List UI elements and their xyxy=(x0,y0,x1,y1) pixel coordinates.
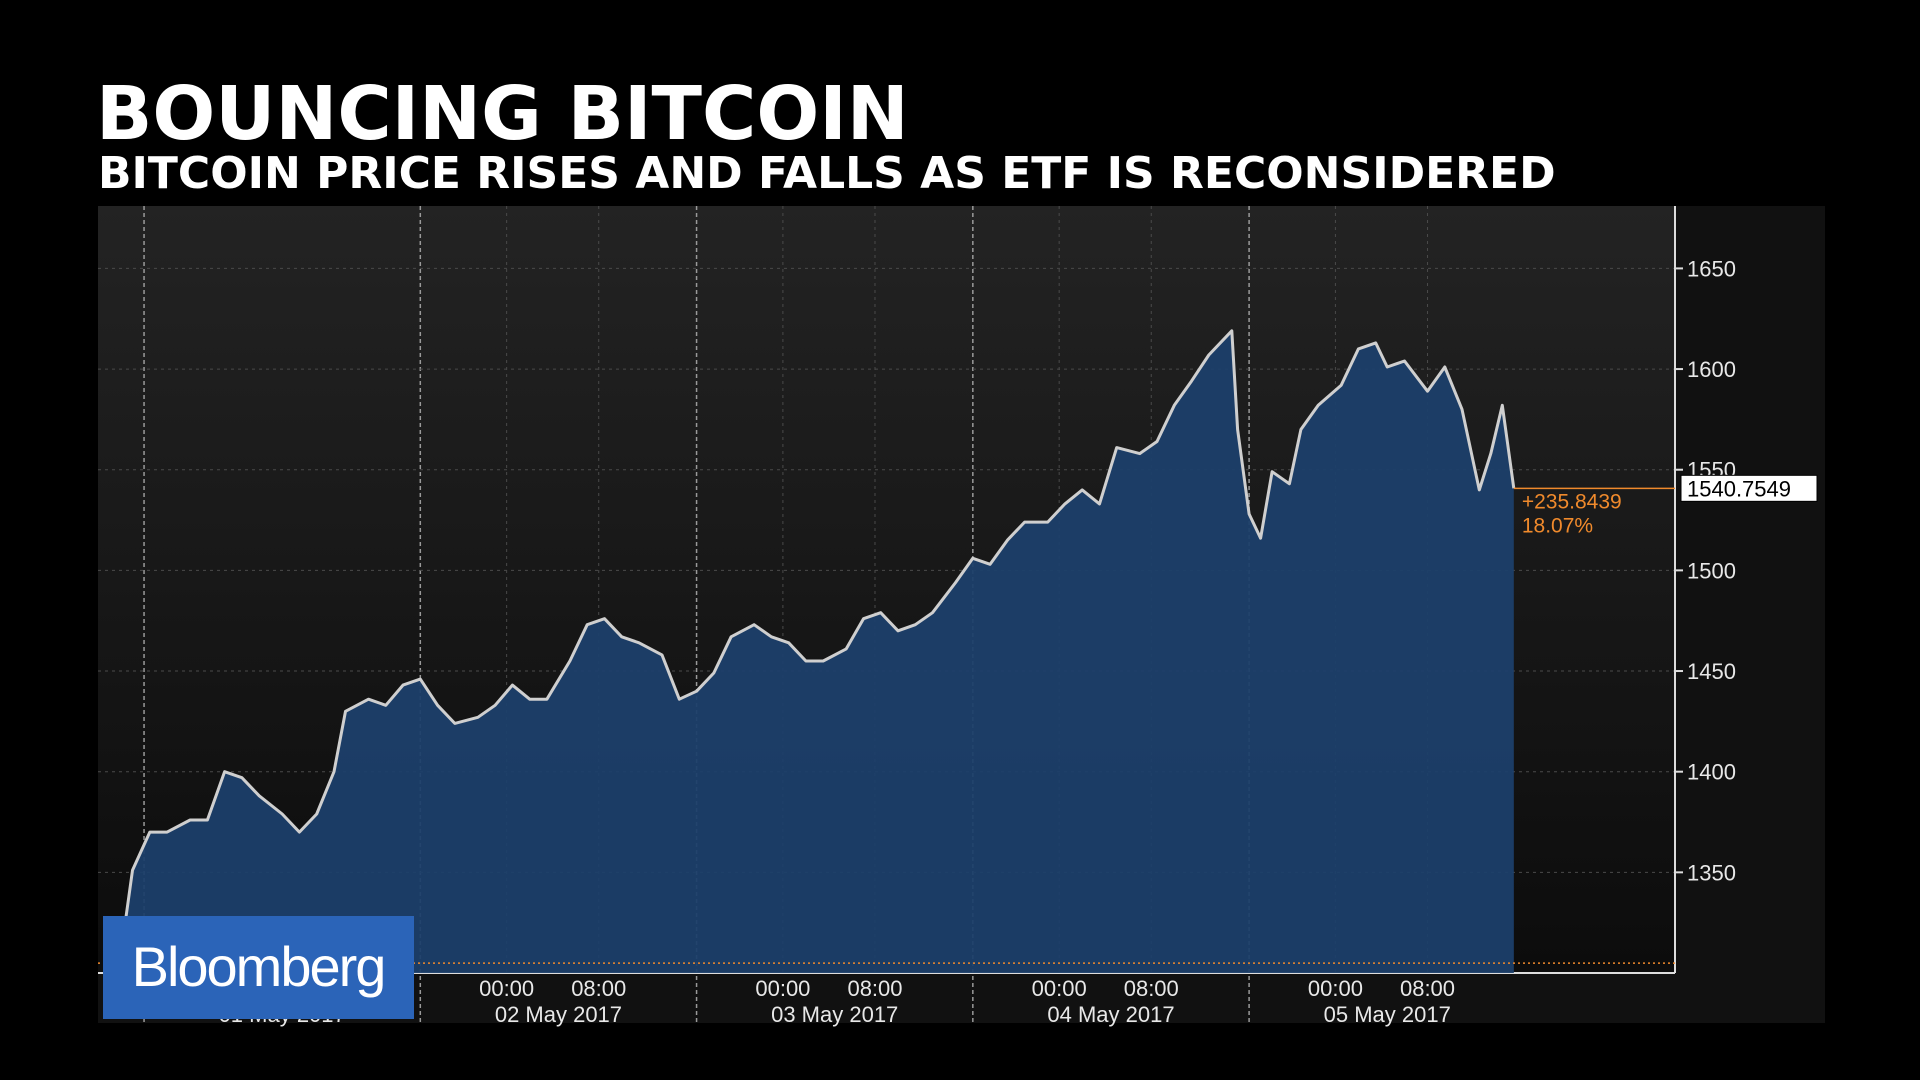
y-tick-label: 1500 xyxy=(1687,558,1736,583)
x-tick-label: 00:00 xyxy=(1032,976,1087,1001)
date-label: 05 May 2017 xyxy=(1324,1002,1451,1027)
y-tick-label: 1650 xyxy=(1687,256,1736,281)
y-tick-label: 1350 xyxy=(1687,860,1736,885)
area xyxy=(121,330,1514,973)
last-value-label: 1540.7549 xyxy=(1687,476,1791,501)
last-value-box xyxy=(1680,474,1818,502)
y-tick-label: 1600 xyxy=(1687,357,1736,382)
y-tick-label: 1400 xyxy=(1687,760,1736,785)
chart-subtitle: BITCOIN PRICE RISES AND FALLS AS ETF IS … xyxy=(98,148,1556,199)
change-annotation: 18.07% xyxy=(1522,514,1593,537)
y-tick-label: 1450 xyxy=(1687,659,1736,684)
logo: Bloomberg xyxy=(132,935,385,998)
logo-box xyxy=(103,916,414,1019)
x-tick-label: 08:00 xyxy=(571,976,626,1001)
chart-title: BOUNCING BITCOIN xyxy=(96,71,909,157)
x-tick-label: 08:00 xyxy=(1124,976,1179,1001)
date-label: 02 May 2017 xyxy=(495,1002,622,1027)
date-label: 03 May 2017 xyxy=(771,1002,898,1027)
x-tick-label: 00:00 xyxy=(755,976,810,1001)
change-annotation: +235.8439 xyxy=(1522,490,1622,513)
x-tick-label: 00:00 xyxy=(1308,976,1363,1001)
x-tick-label: 08:00 xyxy=(1400,976,1455,1001)
x-tick-label: 08:00 xyxy=(847,976,902,1001)
date-label: 04 May 2017 xyxy=(1047,1002,1174,1027)
x-tick-label: 00:00 xyxy=(479,976,534,1001)
price-line xyxy=(119,329,1516,954)
